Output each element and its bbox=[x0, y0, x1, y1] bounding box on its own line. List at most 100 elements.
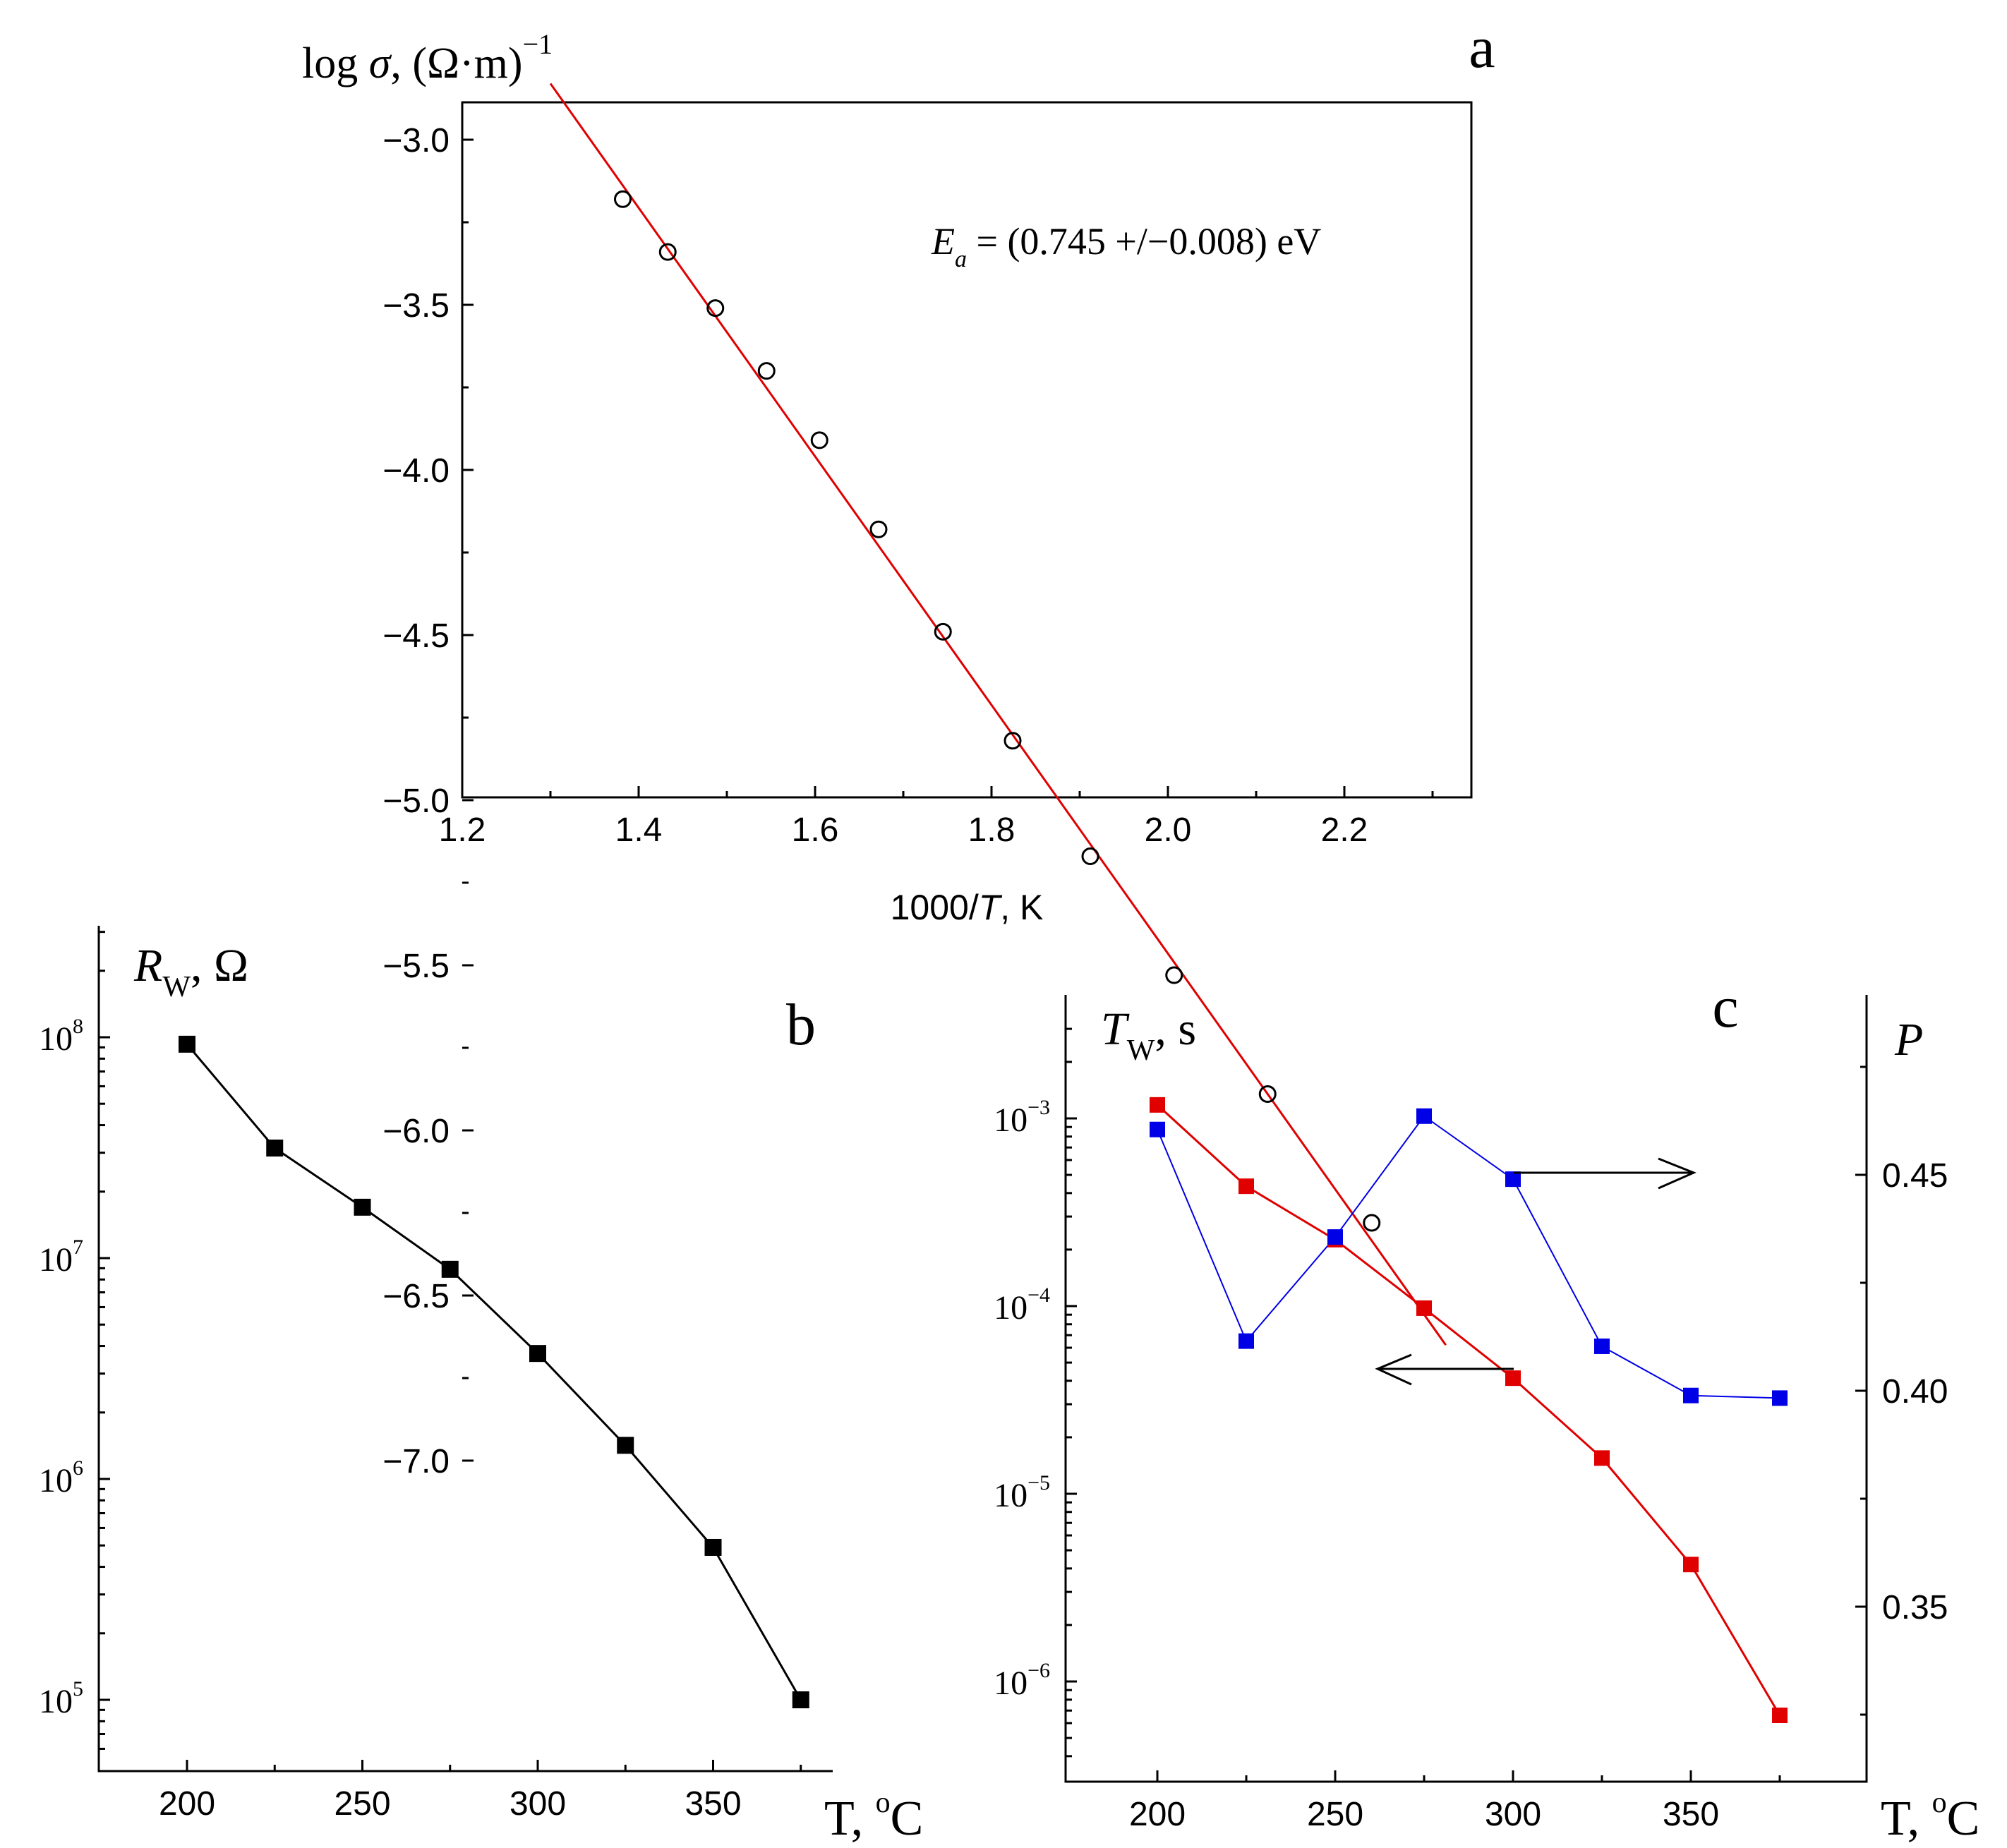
panel-b-series-line bbox=[186, 1043, 802, 1701]
panel-c-p-data-point bbox=[1772, 1390, 1788, 1406]
panel-a-x-axis-label-var: T bbox=[979, 888, 1003, 927]
panel-b-y-axis-label-sub: W bbox=[162, 971, 191, 1003]
panel-b-y-axis-label: RW, Ω bbox=[133, 940, 248, 1003]
panel-b-label: b bbox=[786, 992, 816, 1058]
panel-c-series-lines bbox=[1156, 1104, 1781, 1716]
panel-c-x-axis-label-text: T, bbox=[1881, 1792, 1932, 1846]
panel-a-frame bbox=[461, 101, 1473, 799]
panel-b-y-axis-label-symbol: R bbox=[133, 940, 162, 991]
panel-c-left-y-tick-label-exp: −4 bbox=[1027, 1284, 1050, 1307]
panel-a-y-tick-label: −4.0 bbox=[382, 452, 450, 490]
panel-a-y-tick-label: −5.0 bbox=[382, 783, 450, 820]
panel-c: 200 250 300 35010−310−410−510−60.450.400.35… bbox=[994, 974, 1979, 1846]
panel-a-data-point bbox=[869, 520, 888, 538]
panel-a: 1.2 1.4 1.6 1.8 2.0 2.2 −3.0 −3.5 −4.0 −4.5 −5.0 −5… bbox=[302, 15, 1495, 1480]
panel-a-x-axis-label-num: 1000/ bbox=[891, 888, 979, 927]
panel-b-x-tick-label: 250 bbox=[334, 1785, 390, 1823]
panel-a-y-tick-label: −7.0 bbox=[382, 1443, 450, 1480]
panel-b-y-tick-label-base: 10 bbox=[39, 1683, 73, 1720]
panel-c-left-y-tick-label: 10−6 bbox=[994, 1659, 1050, 1702]
panel-a-y-tick-label: −4.5 bbox=[382, 617, 450, 655]
panel-b-x-axis-label-unit: C bbox=[891, 1792, 924, 1846]
panel-c-tw-data-point bbox=[1683, 1557, 1699, 1573]
panel-a-x-tick-label: 2.2 bbox=[1321, 811, 1368, 849]
panel-b-y-tick-label-base: 10 bbox=[39, 1241, 73, 1279]
panel-a-ticks: 1.2 1.4 1.6 1.8 2.0 2.2 −3.0 −3.5 −4.0 −4.5 −5.0 −5… bbox=[382, 122, 1434, 1480]
panel-a-data-point bbox=[614, 190, 632, 208]
panel-c-data-points bbox=[1150, 1097, 1788, 1724]
panel-a-y-axis-label-prefix: log bbox=[302, 40, 369, 87]
panel-c-left-y-tick-label-exp: −3 bbox=[1027, 1096, 1050, 1119]
panel-c-x-axis-label-unit: C bbox=[1947, 1792, 1980, 1846]
panel-a-y-tick-label: −3.5 bbox=[382, 287, 450, 325]
panel-a-x-tick-label: 1.4 bbox=[615, 811, 663, 849]
panel-c-right-y-tick-label: 0.35 bbox=[1882, 1589, 1948, 1626]
panel-c-tw-data-point bbox=[1150, 1097, 1165, 1113]
panel-a-annotation-text: = (0.745 +/−0.008) eV bbox=[967, 220, 1321, 262]
panel-a-y-tick-label: −6.0 bbox=[382, 1113, 450, 1150]
panel-c-p-data-point bbox=[1150, 1121, 1165, 1137]
panel-a-x-tick-label: 1.8 bbox=[968, 811, 1015, 849]
panel-c-label: c bbox=[1712, 974, 1738, 1040]
panel-c-p-data-point bbox=[1238, 1333, 1254, 1349]
panel-a-y-axis-label: log σ, (Ω·m)−1 bbox=[302, 28, 553, 87]
panel-c-p-data-point bbox=[1416, 1108, 1432, 1124]
panel-c-p-data-point bbox=[1327, 1229, 1343, 1245]
panel-b-x-tick-label: 300 bbox=[510, 1785, 566, 1823]
panel-b-data-point bbox=[179, 1035, 195, 1053]
panel-a-data-point bbox=[1363, 1214, 1381, 1232]
panel-a-data-point bbox=[1165, 966, 1183, 984]
panel-c-left-y-tick-label-base: 10 bbox=[994, 1665, 1027, 1702]
panel-b-y-tick-label-exp: 8 bbox=[73, 1015, 83, 1038]
panel-c-p-series-line bbox=[1157, 1115, 1780, 1399]
panel-c-left-y-tick-label-exp: −5 bbox=[1027, 1471, 1050, 1494]
panel-b-y-tick-label-exp: 5 bbox=[73, 1677, 83, 1701]
panel-b-x-tick-label: 200 bbox=[159, 1785, 215, 1823]
panel-b-y-tick-label-base: 10 bbox=[39, 1462, 73, 1499]
panel-a-annotation-sub: a bbox=[955, 246, 967, 272]
panel-c-left-axis-label-unit: , s bbox=[1155, 1003, 1196, 1055]
panel-c-left-y-tick-label: 10−4 bbox=[994, 1284, 1050, 1327]
panel-c-left-y-tick-label-base: 10 bbox=[994, 1289, 1027, 1327]
panel-a-data-points bbox=[614, 190, 1381, 1232]
panel-b-data-point bbox=[441, 1260, 459, 1278]
panel-a-data-point bbox=[810, 431, 828, 449]
panel-c-x-axis-label-sup: o bbox=[1932, 1787, 1947, 1819]
panel-a-y-axis-label-symbol: σ bbox=[369, 40, 392, 87]
panel-b-data-point bbox=[617, 1437, 634, 1454]
panel-c-tw-data-point bbox=[1416, 1300, 1432, 1316]
panel-c-left-axis-label: TW, s bbox=[1101, 1003, 1196, 1067]
panel-a-data-point bbox=[757, 362, 776, 380]
panel-c-x-axis-label: T, oC bbox=[1881, 1787, 1979, 1846]
panel-c-tw-data-point bbox=[1594, 1450, 1610, 1466]
panel-c-tw-data-point bbox=[1238, 1178, 1254, 1195]
panel-a-annotation: Ea = (0.745 +/−0.008) eV bbox=[931, 220, 1321, 272]
panel-a-y-tick-label: −3.0 bbox=[382, 122, 450, 159]
panel-c-left-y-tick-label-base: 10 bbox=[994, 1101, 1027, 1139]
panel-c-left-axis-label-sub: W bbox=[1127, 1034, 1155, 1067]
panel-b-y-tick-label-exp: 6 bbox=[73, 1456, 83, 1480]
panel-c-right-axis-label: P bbox=[1894, 1014, 1923, 1065]
panel-b-x-axis-label-text: T, bbox=[824, 1792, 876, 1846]
panel-c-left-arrow bbox=[1375, 1353, 1514, 1386]
panel-a-y-tick-label: −6.5 bbox=[382, 1278, 450, 1315]
panel-a-data-point bbox=[706, 299, 725, 318]
panel-b-data-point bbox=[529, 1345, 546, 1363]
panel-a-y-axis-label-unit: , (Ω·m) bbox=[390, 40, 522, 87]
panel-a-x-axis-label-unit: , K bbox=[1000, 888, 1043, 927]
panel-c-p-data-point bbox=[1683, 1387, 1699, 1403]
panel-a-y-axis-label-exponent: −1 bbox=[523, 28, 553, 60]
panel-c-right-y-tick-label: 0.45 bbox=[1882, 1157, 1948, 1195]
panel-a-data-point bbox=[1258, 1085, 1277, 1104]
panel-c-left-y-tick-label-exp: −6 bbox=[1027, 1659, 1050, 1682]
panel-c-x-tick-label: 300 bbox=[1485, 1796, 1541, 1833]
panel-c-left-axis-label-symbol: T bbox=[1101, 1003, 1130, 1055]
panel-b-axes bbox=[97, 926, 833, 1772]
panel-b-y-tick-label-base: 10 bbox=[39, 1020, 73, 1058]
panel-a-data-point bbox=[934, 622, 952, 641]
panel-c-left-y-tick-label: 10−3 bbox=[994, 1096, 1050, 1139]
panel-a-label: a bbox=[1469, 15, 1495, 80]
